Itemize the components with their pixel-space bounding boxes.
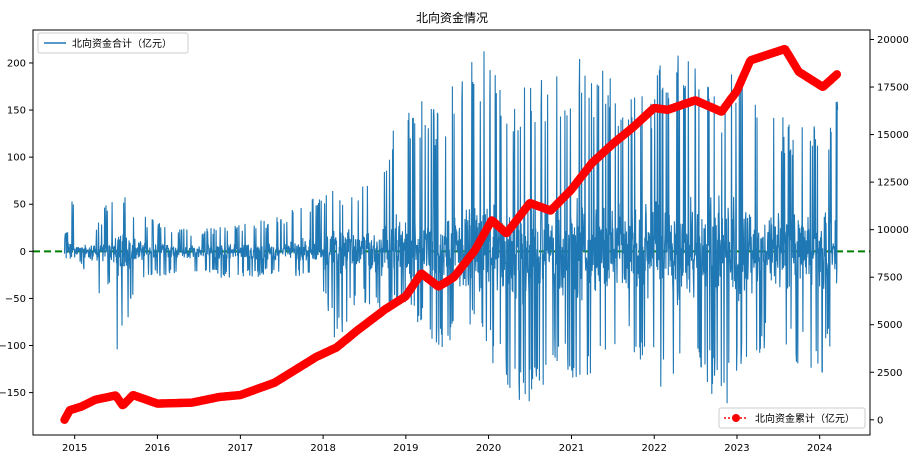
y-right-tick-label: 10000 [877, 225, 909, 236]
y-left-tick-label: −50 [5, 294, 26, 305]
y-right-tick-label: 5000 [877, 320, 902, 331]
x-tick-label: 2017 [228, 443, 253, 454]
y-left-tick-label: 200 [7, 58, 26, 69]
y-left-tick-label: 100 [7, 153, 26, 164]
y-right-tick-label: 20000 [877, 35, 909, 46]
chart-title: 北向资金情况 [416, 10, 488, 25]
x-tick-label: 2022 [642, 443, 667, 454]
y-left-tick-label: −150 [0, 388, 26, 399]
y-right-tick-label: 17500 [877, 83, 909, 94]
legend-cumulative: 北向资金累计（亿元） [718, 407, 866, 429]
y-right-tick-label: 0 [877, 415, 883, 426]
y-right-tick-label: 7500 [877, 273, 902, 284]
y-left-tick-label: 150 [7, 106, 26, 117]
legend-cumulative-swatch-marker [732, 414, 740, 422]
y-left-tick-label: 50 [13, 200, 26, 211]
y-right-tick-label: 12500 [877, 178, 909, 189]
x-tick-label: 2020 [476, 443, 501, 454]
legend-daily: 北向资金合计（亿元） [37, 32, 189, 54]
legend-daily-box [37, 32, 189, 54]
x-tick-label: 2015 [62, 443, 87, 454]
x-tick-label: 2018 [310, 443, 335, 454]
x-tick-label: 2021 [559, 443, 584, 454]
daily-flow-line [63, 51, 839, 404]
legend-cumulative-box [718, 407, 866, 429]
y-left-tick-label: 0 [20, 247, 26, 258]
y-right-tick-label: 2500 [877, 368, 902, 379]
x-tick-label: 2024 [807, 443, 832, 454]
cumulative-point [832, 70, 842, 79]
plot-frame [32, 29, 871, 436]
y-right-tick-label: 15000 [877, 130, 909, 141]
x-tick-label: 2023 [724, 443, 749, 454]
x-tick-label: 2019 [393, 443, 418, 454]
legend-cumulative-label: 北向资金累计（亿元） [755, 412, 855, 425]
x-tick-label: 2016 [145, 443, 170, 454]
legend-daily-label: 北向资金合计（亿元） [72, 37, 172, 50]
cumulative-flow-series [60, 45, 842, 424]
y-left-tick-label: −100 [0, 341, 26, 352]
